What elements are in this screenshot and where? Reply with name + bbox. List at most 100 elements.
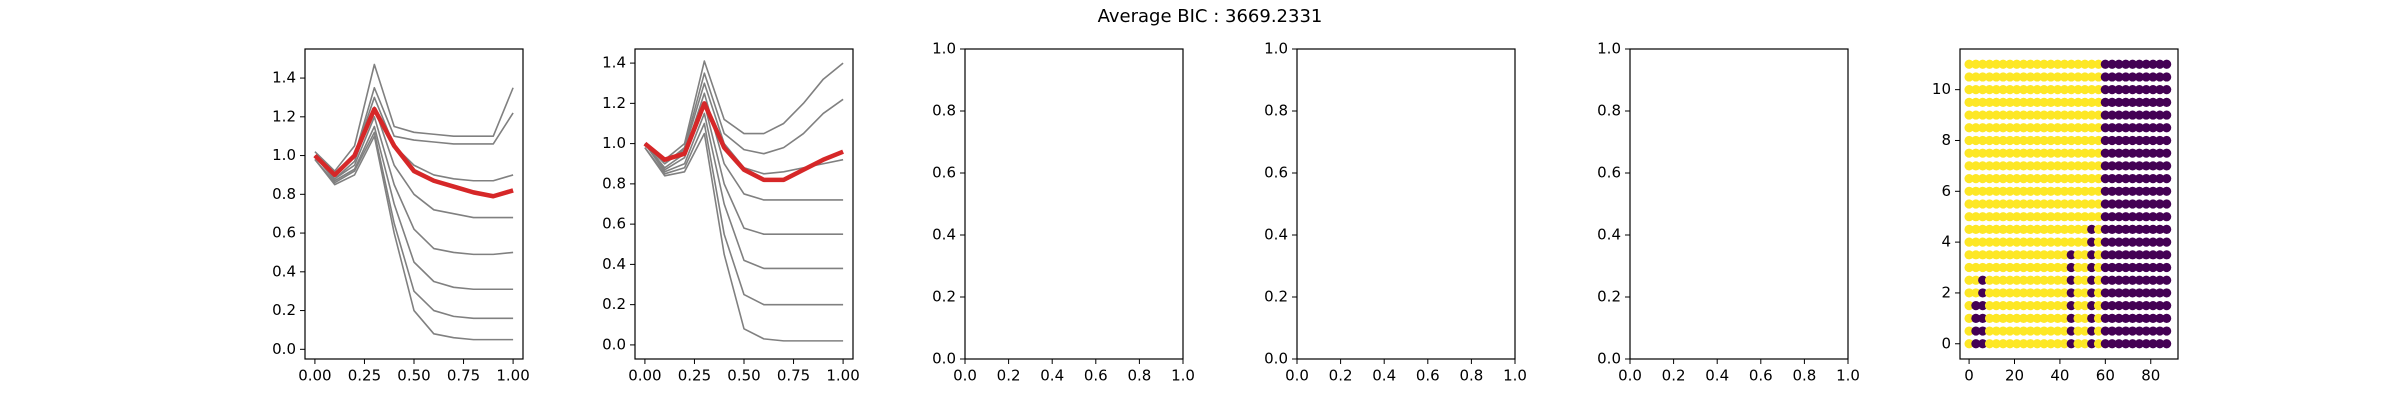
x-tick-label: 0.0 <box>953 367 977 385</box>
point <box>1998 72 2008 82</box>
point <box>2141 97 2151 107</box>
point <box>2066 85 2076 95</box>
point <box>2012 85 2022 95</box>
point <box>1998 275 2008 285</box>
point <box>1984 97 1995 107</box>
point <box>2100 301 2110 311</box>
point <box>2114 135 2124 146</box>
point <box>2134 313 2144 323</box>
point <box>2127 199 2138 209</box>
point <box>2134 199 2144 209</box>
x-tick-label: 0.50 <box>727 367 760 385</box>
point <box>1998 173 2008 184</box>
point <box>2100 123 2110 133</box>
point <box>2087 224 2097 235</box>
point <box>2155 250 2165 260</box>
point <box>2032 97 2042 107</box>
point <box>2053 148 2063 158</box>
point <box>2005 224 2015 235</box>
point <box>2053 275 2063 285</box>
y-tick-label: 0.8 <box>932 102 956 120</box>
point <box>2127 59 2138 69</box>
point <box>2025 275 2035 285</box>
point <box>2107 212 2117 222</box>
point <box>2100 275 2110 285</box>
point <box>2018 148 2029 158</box>
point <box>2141 110 2151 120</box>
point <box>2080 199 2090 209</box>
point <box>2087 123 2097 133</box>
point <box>1998 326 2008 336</box>
point <box>2012 250 2022 260</box>
point <box>2093 326 2104 336</box>
y-tick-label: 0.0 <box>932 350 956 368</box>
point <box>2121 186 2131 196</box>
point <box>2141 85 2151 95</box>
point <box>1991 72 2001 82</box>
point <box>2053 97 2063 107</box>
point <box>2053 237 2063 247</box>
point <box>2080 148 2090 158</box>
curve <box>644 92 844 201</box>
point <box>1978 135 1988 146</box>
y-tick-label: 0.6 <box>1597 164 1621 182</box>
point <box>2018 339 2029 349</box>
point <box>2059 301 2070 311</box>
point <box>2127 262 2138 273</box>
point <box>2025 326 2035 336</box>
point <box>2114 199 2124 209</box>
point <box>2114 72 2124 82</box>
y-tick-label: 1.0 <box>1597 40 1621 58</box>
point <box>2155 301 2165 311</box>
point <box>2039 173 2049 184</box>
point <box>2155 326 2165 336</box>
point <box>2039 237 2049 247</box>
point <box>2141 275 2151 285</box>
point <box>2114 262 2124 273</box>
y-tick-label: 0.2 <box>272 301 296 319</box>
curve <box>644 132 844 342</box>
curve <box>644 72 844 165</box>
x-tick-label: 0.0 <box>1618 367 1642 385</box>
point <box>2032 173 2042 184</box>
point <box>1964 59 1974 69</box>
point <box>2162 135 2172 146</box>
point <box>2059 161 2070 171</box>
point <box>2032 275 2042 285</box>
point <box>2087 288 2097 298</box>
point <box>2046 161 2056 171</box>
x-tick-label: 0.25 <box>348 367 381 385</box>
point <box>2134 262 2144 273</box>
point <box>2162 110 2172 120</box>
point <box>2059 262 2070 273</box>
point <box>2148 224 2158 235</box>
point <box>2073 123 2083 133</box>
point <box>2039 199 2049 209</box>
point <box>1984 288 1995 298</box>
point <box>2053 250 2063 260</box>
point <box>2012 148 2022 158</box>
point <box>2100 85 2110 95</box>
point <box>2039 275 2049 285</box>
curve <box>314 125 514 291</box>
point <box>2107 199 2117 209</box>
point <box>1984 199 1995 209</box>
point <box>2134 173 2144 184</box>
point <box>2107 250 2117 260</box>
point <box>2134 250 2144 260</box>
point <box>1991 224 2001 235</box>
point <box>1978 123 1988 133</box>
point <box>2087 161 2097 171</box>
point <box>2032 339 2042 349</box>
y-tick-label: 1.0 <box>932 40 956 58</box>
y-tick-label: 0.6 <box>1264 164 1288 182</box>
point <box>2114 224 2124 235</box>
point <box>2162 199 2172 209</box>
point <box>2148 59 2158 69</box>
point <box>2155 262 2165 273</box>
point <box>1978 110 1988 120</box>
point <box>2053 161 2063 171</box>
point <box>2032 288 2042 298</box>
point <box>2141 161 2151 171</box>
point <box>2046 110 2056 120</box>
